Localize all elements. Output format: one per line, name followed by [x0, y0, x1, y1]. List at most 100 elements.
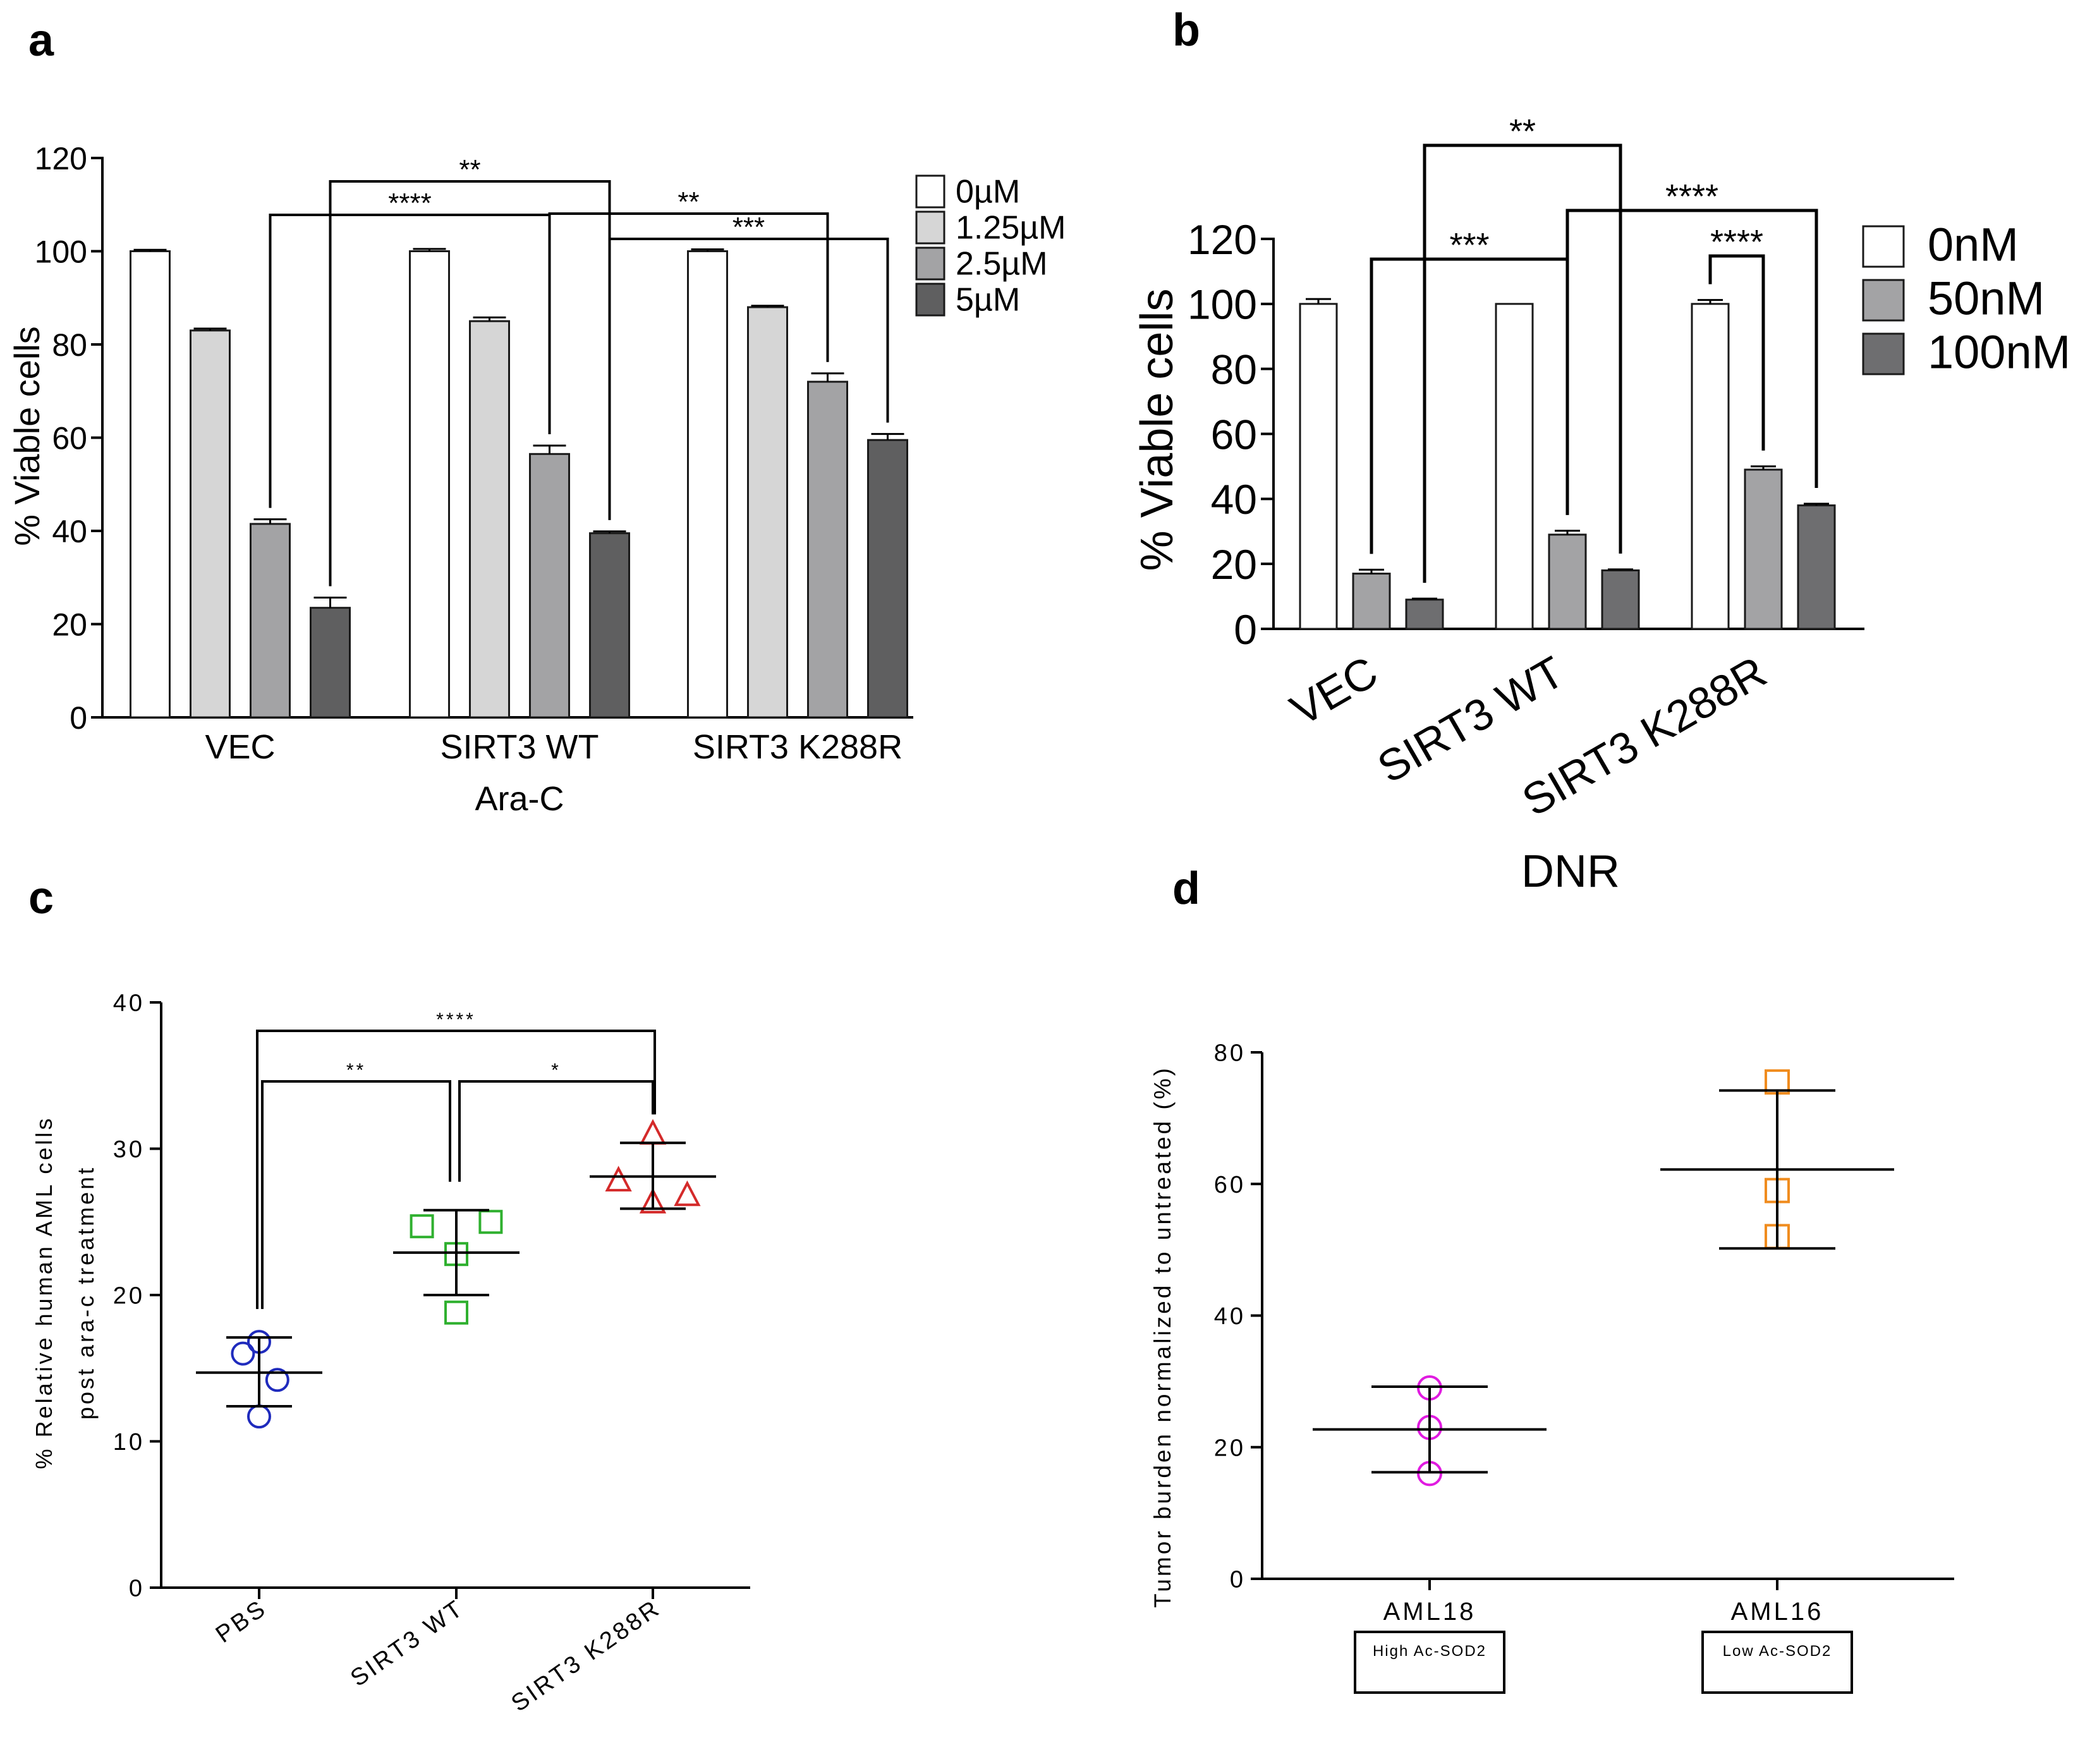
legend-label: 1.25µM — [956, 210, 1066, 246]
data-point-square — [478, 1210, 503, 1234]
y-tick-label: 20 — [113, 1283, 145, 1310]
y-tick-label: 20 — [52, 607, 87, 643]
category-label: SIRT3 WT — [346, 1595, 469, 1692]
significance-stars: **** — [388, 188, 432, 219]
y-tick-label: 100 — [35, 234, 87, 270]
panel-label-b: b — [1172, 5, 1200, 56]
bar — [130, 250, 171, 719]
y-tick-label: 0 — [1230, 1567, 1246, 1593]
bar — [1548, 533, 1587, 630]
y-tick-label: 20 — [1211, 541, 1257, 588]
y-tick-label: 30 — [113, 1136, 145, 1163]
legend-swatch — [1862, 279, 1905, 322]
bar — [687, 250, 728, 719]
bar — [1691, 303, 1730, 630]
category-label: PBS — [211, 1595, 272, 1648]
category-label: SIRT3 WT — [440, 728, 599, 766]
category-label: AML18 — [1383, 1598, 1476, 1626]
bar — [589, 532, 630, 719]
significance-stars: **** — [1710, 223, 1763, 261]
legend-label: 100nM — [1928, 325, 2070, 378]
x-axis-title: Ara-C — [475, 780, 564, 818]
category-label: VEC — [205, 728, 275, 766]
bar — [1797, 504, 1836, 630]
panel-a-bar-chart: 0 20 40 60 80 100 120 VEC SIRT3 WT SIRT3 K288R % V… — [7, 141, 1066, 818]
y-axis-title: Tumor burden normalized to untreated (%) — [1150, 1066, 1176, 1608]
category-label: SIRT3 K288R — [507, 1595, 666, 1717]
y-axis-title: % Viable cells — [1132, 289, 1182, 571]
significance-bracket — [608, 238, 889, 520]
category-label: AML16 — [1731, 1598, 1824, 1626]
data-point-triangle — [639, 1119, 667, 1145]
significance-stars: *** — [732, 212, 765, 243]
panel-label-c: c — [28, 873, 54, 923]
significance-stars: ** — [346, 1060, 366, 1081]
panel-label-a: a — [28, 15, 54, 66]
y-tick-label: 20 — [1214, 1435, 1246, 1461]
y-tick-label: 40 — [1211, 476, 1257, 523]
legend-label: 0nM — [1928, 218, 2019, 271]
data-point-circle — [231, 1341, 255, 1366]
legend-swatch — [1862, 332, 1905, 375]
data-point-circle — [265, 1368, 289, 1392]
bar — [529, 453, 570, 719]
bar — [747, 306, 788, 719]
y-axis-title: % Viable cells — [7, 326, 47, 546]
significance-bracket — [1370, 257, 1569, 554]
y-tick-label: 0 — [129, 1576, 145, 1602]
y-tick-label: 100 — [1188, 281, 1257, 328]
sample-box-label: Low Ac-SOD2 — [1723, 1643, 1832, 1660]
data-point-circle — [247, 1404, 271, 1429]
category-label: VEC — [1282, 647, 1386, 735]
y-tick-label: 80 — [52, 327, 87, 363]
bar — [409, 250, 450, 719]
legend-label: 2.5µM — [956, 246, 1048, 283]
bar — [1299, 303, 1338, 630]
legend-label: 50nM — [1928, 272, 2045, 324]
significance-stars: ** — [1509, 113, 1536, 150]
significance-bracket — [458, 1080, 654, 1182]
bar — [310, 607, 351, 719]
y-tick-label: 0 — [70, 700, 87, 736]
significance-bracket — [261, 1080, 451, 1310]
bar — [190, 329, 231, 719]
significance-bracket — [1423, 143, 1622, 583]
bar — [1495, 303, 1534, 630]
significance-stars: * — [551, 1060, 561, 1081]
y-tick-label: 60 — [1214, 1172, 1246, 1198]
bar — [1601, 569, 1640, 630]
significance-bracket — [548, 212, 829, 435]
data-point-square — [410, 1214, 434, 1239]
legend-swatch — [1862, 225, 1905, 268]
legend-label: 5µM — [956, 282, 1020, 319]
significance-bracket — [256, 1030, 656, 1310]
legend-label: 0µM — [956, 174, 1020, 210]
y-tick-label: 80 — [1211, 346, 1257, 392]
significance-stars: ** — [678, 186, 699, 217]
y-tick-label: 0 — [1234, 606, 1257, 653]
bar — [867, 439, 908, 719]
data-point-triangle — [639, 1188, 667, 1214]
data-point-square — [444, 1300, 468, 1325]
y-tick-label: 40 — [113, 990, 145, 1017]
legend-swatch — [915, 283, 945, 317]
significance-bracket — [1708, 254, 1765, 451]
y-tick-label: 40 — [52, 514, 87, 549]
legend-swatch — [915, 210, 945, 245]
significance-stars: **** — [1665, 178, 1718, 216]
sample-box — [1354, 1631, 1505, 1694]
significance-stars: *** — [1449, 226, 1489, 264]
panel-label-d: d — [1172, 863, 1200, 914]
y-tick-label: 60 — [52, 421, 87, 456]
significance-stars: ** — [459, 154, 480, 185]
bar — [469, 320, 510, 719]
legend-swatch — [915, 246, 945, 281]
panel-d-scatter-chart: 0 20 40 60 80 AML18 AML16 High Ac-SOD2 Low Ac-SO… — [1150, 1040, 1954, 1694]
category-label: SIRT3 K288R — [693, 728, 903, 766]
y-axis-title: post ara-c treatment — [73, 1165, 99, 1420]
sample-box-label: High Ac-SOD2 — [1373, 1643, 1486, 1660]
y-tick-label: 40 — [1214, 1303, 1246, 1330]
data-point-triangle — [674, 1180, 701, 1207]
